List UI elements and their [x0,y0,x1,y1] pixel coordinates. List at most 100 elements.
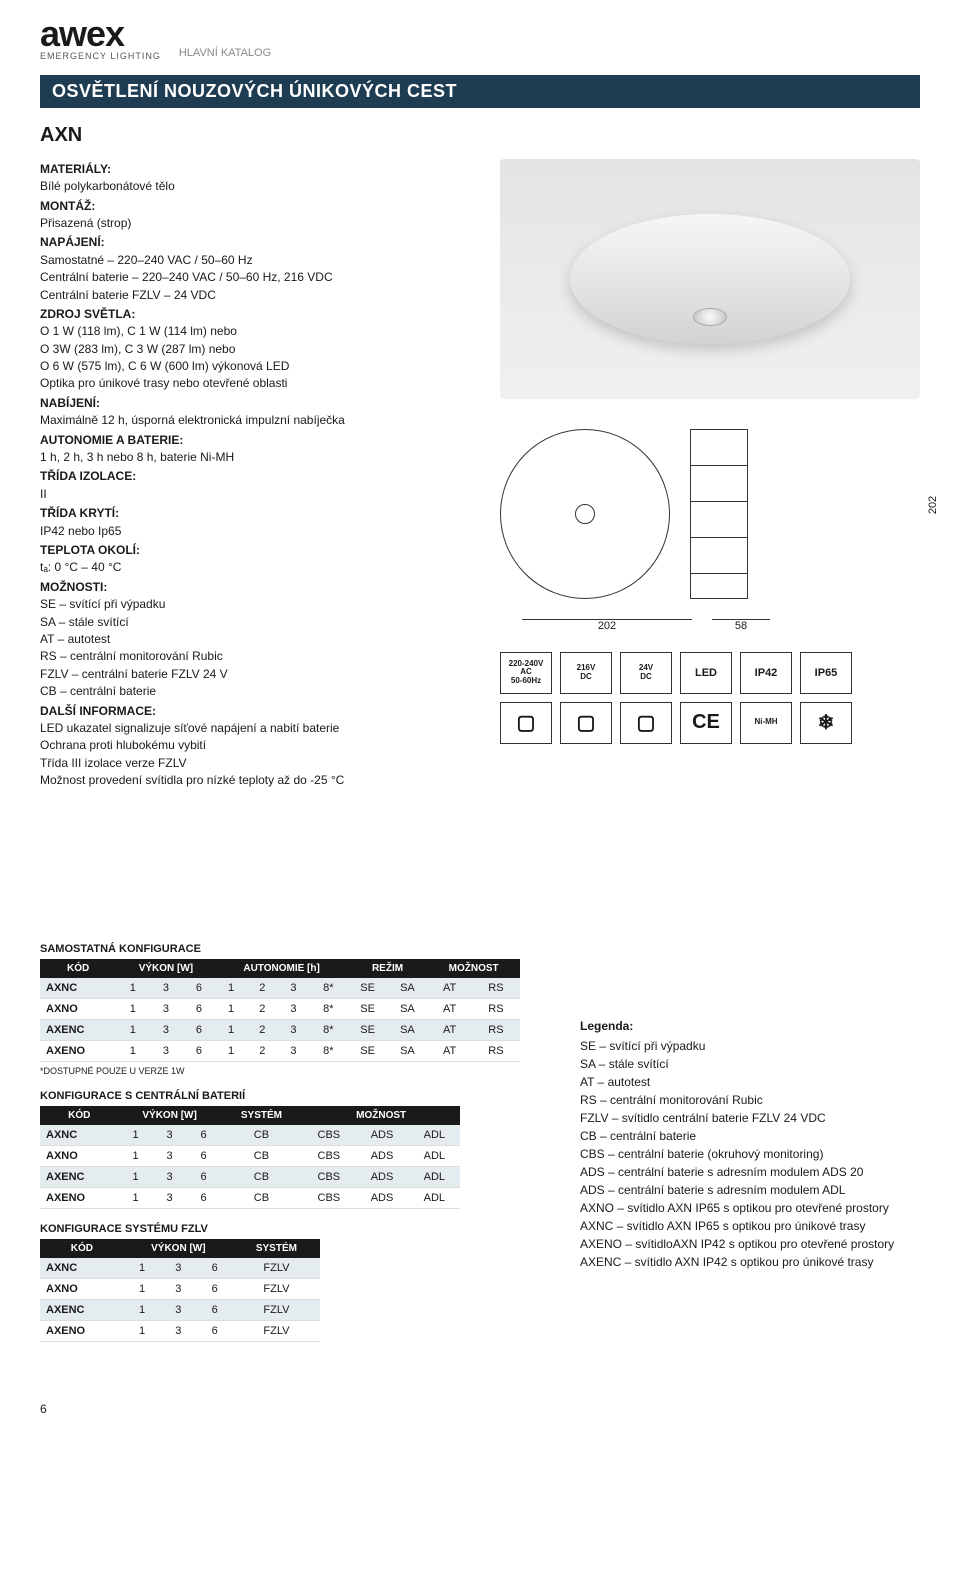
table-cell: 6 [182,1020,215,1041]
table-cell: SA [388,978,428,999]
table-cell: 8* [309,1041,348,1062]
table-cell: 1 [216,1020,247,1041]
table-cell: 2 [247,1041,278,1062]
table-header: SYSTÉM [233,1239,320,1258]
table-cell: 3 [278,978,309,999]
table-row: AXNO136FZLV [40,1279,320,1300]
spec-line: O 1 W (118 lm), C 1 W (114 lm) nebo [40,323,480,340]
table-header: KÓD [40,1106,119,1125]
table-cell: 2 [247,978,278,999]
table-cell: CB [221,1146,303,1167]
spec-line: Centrální baterie – 220–240 VAC / 50–60 … [40,269,480,286]
table-cell: AXENO [40,1188,119,1209]
dim-height: 202 [927,496,939,514]
ce-icon: CE [680,702,732,744]
product-photo [500,159,920,399]
table-title: KONFIGURACE SYSTÉMU FZLV [40,1223,340,1235]
legend-line: CBS – centrální baterie (okruhový monito… [580,1145,920,1163]
table-cell: AXNC [40,1258,124,1279]
table-cell: ADL [409,1188,460,1209]
table-cell: 3 [149,1041,182,1062]
dim-width: 202 [522,619,692,632]
table-cell: 3 [160,1279,196,1300]
table-row: AXNC136CBCBSADSADL [40,1125,460,1146]
table-cell: CBS [302,1167,355,1188]
table-header: VÝKON [W] [124,1239,233,1258]
spec-line: SA – stále svítící [40,614,480,631]
spec-line: CB – centrální baterie [40,683,480,700]
table-cell: ADL [409,1125,460,1146]
legend-line: FZLV – svítidlo centrální baterie FZLV 2… [580,1109,920,1127]
table-cell: CBS [302,1146,355,1167]
table-cell: 2 [247,999,278,1020]
table-cell: ADL [409,1167,460,1188]
table-cell: SE [348,1020,388,1041]
fixture-shape [570,214,850,344]
table-cell: 1 [116,999,149,1020]
table-row: AXENO1361238*SESAATRS [40,1041,520,1062]
table-cell: 6 [187,1188,221,1209]
table-cell: CBS [302,1188,355,1209]
spec-heading: NAPÁJENÍ: [40,234,480,251]
table-row: AXNC1361238*SESAATRS [40,978,520,999]
table-cell: 1 [119,1146,153,1167]
table-cell: FZLV [233,1300,320,1321]
table-cell: 6 [196,1258,232,1279]
table-cell: 6 [182,1041,215,1062]
spec-heading: MATERIÁLY: [40,161,480,178]
section-title: OSVĚTLENÍ NOUZOVÝCH ÚNIKOVÝCH CEST [40,75,920,108]
table-cell: 6 [187,1146,221,1167]
spec-icon: 24VDC [620,652,672,694]
table-cell: 6 [187,1125,221,1146]
legend-line: AXENC – svítidlo AXN IP42 s optikou pro … [580,1253,920,1271]
spec-heading: NABÍJENÍ: [40,395,480,412]
table-cell: 3 [278,999,309,1020]
table-cell: FZLV [233,1321,320,1342]
icon-row-2: ▢▢▢CENi-MH❄ [500,702,920,744]
spec-line: RS – centrální monitorování Rubic [40,648,480,665]
legend-line: ADS – centrální baterie s adresním modul… [580,1181,920,1199]
table-cell: AXENC [40,1167,119,1188]
table-cell: FZLV [233,1258,320,1279]
spec-icon: 216VDC [560,652,612,694]
table-cell: 1 [116,978,149,999]
page-number: 6 [40,1402,920,1416]
table-cell: CBS [302,1125,355,1146]
side-view [690,429,748,599]
table-cell: 3 [153,1146,187,1167]
spec-line: II [40,486,480,503]
legend-line: CB – centrální baterie [580,1127,920,1145]
table-cell: 8* [309,978,348,999]
logo-sub: EMERGENCY LIGHTING [40,51,161,61]
icon-row-1: 220-240VAC50-60Hz216VDC24VDCLEDIP42IP65 [500,652,920,694]
table-cell: 2 [247,1020,278,1041]
table-cell: AT [427,978,471,999]
specs-column: MATERIÁLY:Bílé polykarbonátové těloMONTÁ… [40,159,480,790]
spec-icon: Ni-MH [740,702,792,744]
spec-line: Maximálně 12 h, úsporná elektronická imp… [40,412,480,429]
legend-title: Legenda: [580,1019,920,1033]
tables-column: SAMOSTATNÁ KONFIGURACEKÓDVÝKON [W]AUTONO… [40,929,540,1342]
logo: awex EMERGENCY LIGHTING [40,20,161,61]
spec-line: LED ukazatel signalizuje síťové napájení… [40,720,480,737]
spec-line: Možnost provedení svítidla pro nízké tep… [40,772,480,789]
table-cell: 8* [309,1020,348,1041]
table-row: AXNO1361238*SESAATRS [40,999,520,1020]
table-cell: 3 [149,1020,182,1041]
table-cell: 1 [119,1188,153,1209]
table-cell: AXNO [40,1146,119,1167]
table-cell: CB [221,1188,303,1209]
table-cell: SE [348,1041,388,1062]
spec-heading: TŘÍDA KRYTÍ: [40,505,480,522]
front-view-inner [575,504,595,524]
page-header: awex EMERGENCY LIGHTING HLAVNÍ KATALOG [40,20,920,61]
spec-line: Třída III izolace verze FZLV [40,755,480,772]
table-header: VÝKON [W] [116,959,215,978]
spec-line: Ochrana proti hlubokému vybití [40,737,480,754]
spec-line: Přisazená (strop) [40,215,480,232]
table-cell: 6 [196,1300,232,1321]
spec-icon: 220-240VAC50-60Hz [500,652,552,694]
legend-line: AXENO – svítidloAXN IP42 s optikou pro o… [580,1235,920,1253]
table-cell: 8* [309,999,348,1020]
table-cell: 6 [196,1321,232,1342]
